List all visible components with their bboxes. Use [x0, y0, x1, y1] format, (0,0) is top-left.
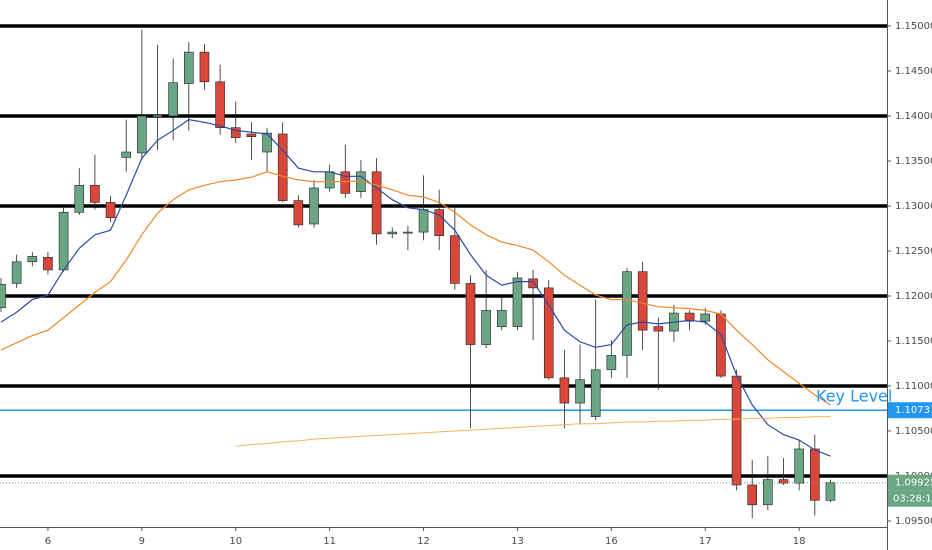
candle-body: [716, 313, 726, 377]
moving-average-line: [0, 118, 831, 457]
x-tick-label: 13: [511, 536, 524, 547]
countdown-label: 03:28:10: [893, 494, 932, 505]
candle-body: [121, 151, 131, 158]
candle-body: [684, 312, 695, 322]
candle-body: [747, 484, 758, 506]
candle-body: [137, 115, 147, 154]
candle-body: [512, 277, 523, 327]
candle-body: [371, 171, 382, 235]
price-tag: [888, 474, 932, 491]
y-tick-label: 1.12000: [895, 291, 932, 302]
candle-body: [0, 283, 6, 308]
candle-body: [105, 202, 116, 218]
x-tick-label: 10: [229, 536, 242, 547]
candle-body: [277, 133, 288, 201]
candle-body: [215, 81, 225, 129]
candle-body: [809, 448, 820, 501]
candle-body: [90, 184, 100, 203]
moving-average-line: [235, 416, 831, 447]
candle-body: [590, 369, 601, 417]
y-tick-label: 1.12500: [895, 246, 932, 257]
candle-body: [700, 313, 711, 322]
candle-body: [293, 200, 304, 226]
candle-body: [387, 231, 398, 235]
key-level-text: Key Level: [816, 387, 892, 406]
candle-body: [543, 287, 554, 379]
y-tick-label: 1.13000: [895, 201, 932, 212]
key-level-tag: [888, 402, 932, 419]
y-tick-label: 1.14000: [895, 111, 932, 122]
candle-body: [418, 209, 429, 233]
candle-body: [262, 132, 272, 153]
candle-body: [152, 114, 163, 118]
y-tick-label: 1.11500: [895, 336, 932, 347]
candle-body: [653, 326, 664, 332]
x-tick-label: 9: [139, 536, 145, 547]
candle-body: [403, 231, 413, 234]
x-tick-label: 6: [45, 536, 51, 547]
candle-body: [731, 375, 742, 486]
y-tick-label: 1.11000: [895, 381, 932, 392]
candle-body: [340, 171, 351, 194]
candle-body: [309, 187, 319, 225]
countdown-tag: [888, 490, 932, 507]
candle-body: [184, 51, 194, 84]
candle-body: [27, 256, 38, 263]
candle-body: [11, 261, 22, 284]
plot-area: [0, 24, 887, 519]
candle-body: [481, 310, 491, 345]
candle-body: [606, 355, 617, 371]
candle-body: [528, 278, 538, 289]
x-tick-label: 11: [323, 536, 336, 547]
x-tick-label: 17: [699, 536, 712, 547]
candle-body: [434, 209, 445, 236]
candle-body: [465, 283, 476, 345]
y-tick-label: 1.09500: [895, 516, 932, 527]
candle-body: [450, 235, 460, 284]
candle-body: [324, 171, 335, 189]
y-tick-label: 1.14500: [895, 66, 932, 77]
candle-body: [763, 479, 773, 506]
key-level-label: 1.10731: [895, 405, 932, 416]
candle-body: [575, 379, 585, 404]
y-tick-label: 1.13500: [895, 156, 932, 167]
candle-body: [168, 82, 178, 117]
price-tag-label: 1.09925: [895, 478, 932, 489]
candle-body: [246, 133, 257, 137]
candle-body: [637, 271, 648, 331]
candle-body: [199, 51, 210, 83]
x-tick-label: 12: [417, 536, 430, 547]
candle-body: [496, 310, 507, 327]
x-tick-label: 18: [793, 536, 806, 547]
candle-body: [559, 377, 570, 404]
candle-body: [794, 448, 804, 484]
candle-body: [825, 482, 836, 501]
candle-body: [230, 127, 241, 138]
candle-body: [58, 211, 69, 271]
candle-body: [43, 256, 53, 271]
candle-body: [74, 184, 85, 213]
x-tick-label: 16: [605, 536, 618, 547]
candle-body: [622, 271, 632, 356]
y-tick-label: 1.15000: [895, 21, 932, 32]
y-tick-label: 1.10500: [895, 426, 932, 437]
moving-average-line: [0, 171, 831, 406]
